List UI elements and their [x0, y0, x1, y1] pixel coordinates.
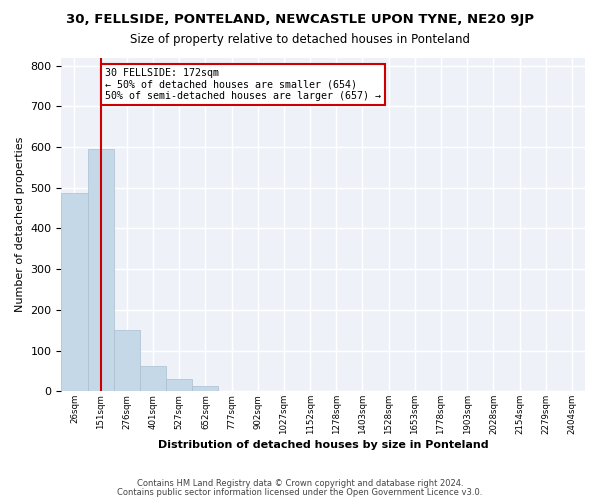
Bar	[114, 330, 140, 392]
Text: 30 FELLSIDE: 172sqm
← 50% of detached houses are smaller (654)
50% of semi-detac: 30 FELLSIDE: 172sqm ← 50% of detached ho…	[106, 68, 382, 101]
Text: Contains public sector information licensed under the Open Government Licence v3: Contains public sector information licen…	[118, 488, 482, 497]
Bar	[88, 148, 114, 392]
Y-axis label: Number of detached properties: Number of detached properties	[15, 136, 25, 312]
Bar	[61, 193, 88, 392]
X-axis label: Distribution of detached houses by size in Ponteland: Distribution of detached houses by size …	[158, 440, 488, 450]
Bar	[193, 386, 218, 392]
Bar	[140, 366, 166, 392]
Text: Size of property relative to detached houses in Ponteland: Size of property relative to detached ho…	[130, 32, 470, 46]
Bar	[166, 379, 193, 392]
Text: 30, FELLSIDE, PONTELAND, NEWCASTLE UPON TYNE, NE20 9JP: 30, FELLSIDE, PONTELAND, NEWCASTLE UPON …	[66, 12, 534, 26]
Text: Contains HM Land Registry data © Crown copyright and database right 2024.: Contains HM Land Registry data © Crown c…	[137, 479, 463, 488]
